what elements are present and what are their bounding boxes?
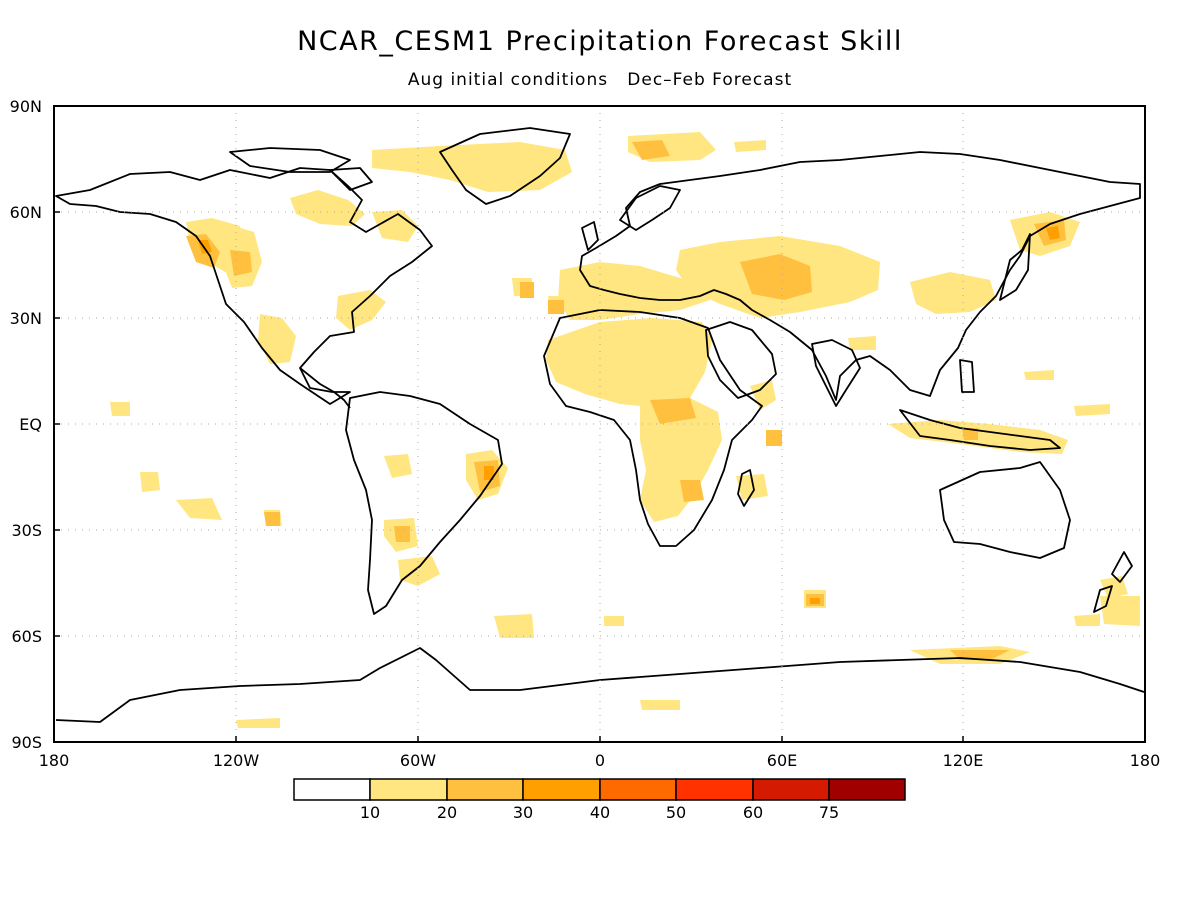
lon-label-60e: 60E	[767, 751, 797, 770]
lat-label-60s: 60S	[11, 627, 42, 646]
legend-label-10: 10	[360, 803, 380, 822]
lat-label-90n: 90N	[10, 97, 42, 116]
lat-lon-grid	[54, 106, 1145, 742]
lat-label-30n: 30N	[10, 309, 42, 328]
lat-label-60n: 60N	[10, 203, 42, 222]
lon-label-180w: 180	[39, 751, 70, 770]
map-title: NCAR_CESM1 Precipitation Forecast Skill	[297, 26, 903, 57]
lat-label-30s: 30S	[11, 521, 42, 540]
lat-label-90s: 90S	[11, 733, 42, 752]
lon-label-120e: 120E	[943, 751, 984, 770]
lon-label-120w: 120W	[213, 751, 260, 770]
map-subtitle: Aug initial conditions Dec–Feb Forecast	[407, 70, 793, 90]
color-legend: 10 20 30 40 50 60 75	[293, 778, 906, 822]
legend-label-40: 40	[590, 803, 610, 822]
legend-box-4	[599, 778, 677, 801]
legend-label-50: 50	[666, 803, 686, 822]
legend-label-60: 60	[743, 803, 763, 822]
legend-box-7	[828, 778, 906, 801]
legend-box-6	[752, 778, 830, 801]
legend-box-5	[675, 778, 754, 801]
lon-label-180e: 180	[1130, 751, 1161, 770]
legend-label-30: 30	[513, 803, 533, 822]
legend-box-3	[522, 778, 601, 801]
skill-shading	[110, 132, 1140, 728]
lat-label-eq: EQ	[19, 415, 42, 434]
legend-box-1	[369, 778, 448, 801]
lon-label-60w: 60W	[400, 751, 436, 770]
legend-box-0	[293, 778, 371, 801]
legend-box-2	[446, 778, 524, 801]
legend-label-20: 20	[437, 803, 457, 822]
lon-label-0: 0	[595, 751, 605, 770]
coastlines	[55, 127, 1145, 723]
legend-label-75: 75	[819, 803, 839, 822]
